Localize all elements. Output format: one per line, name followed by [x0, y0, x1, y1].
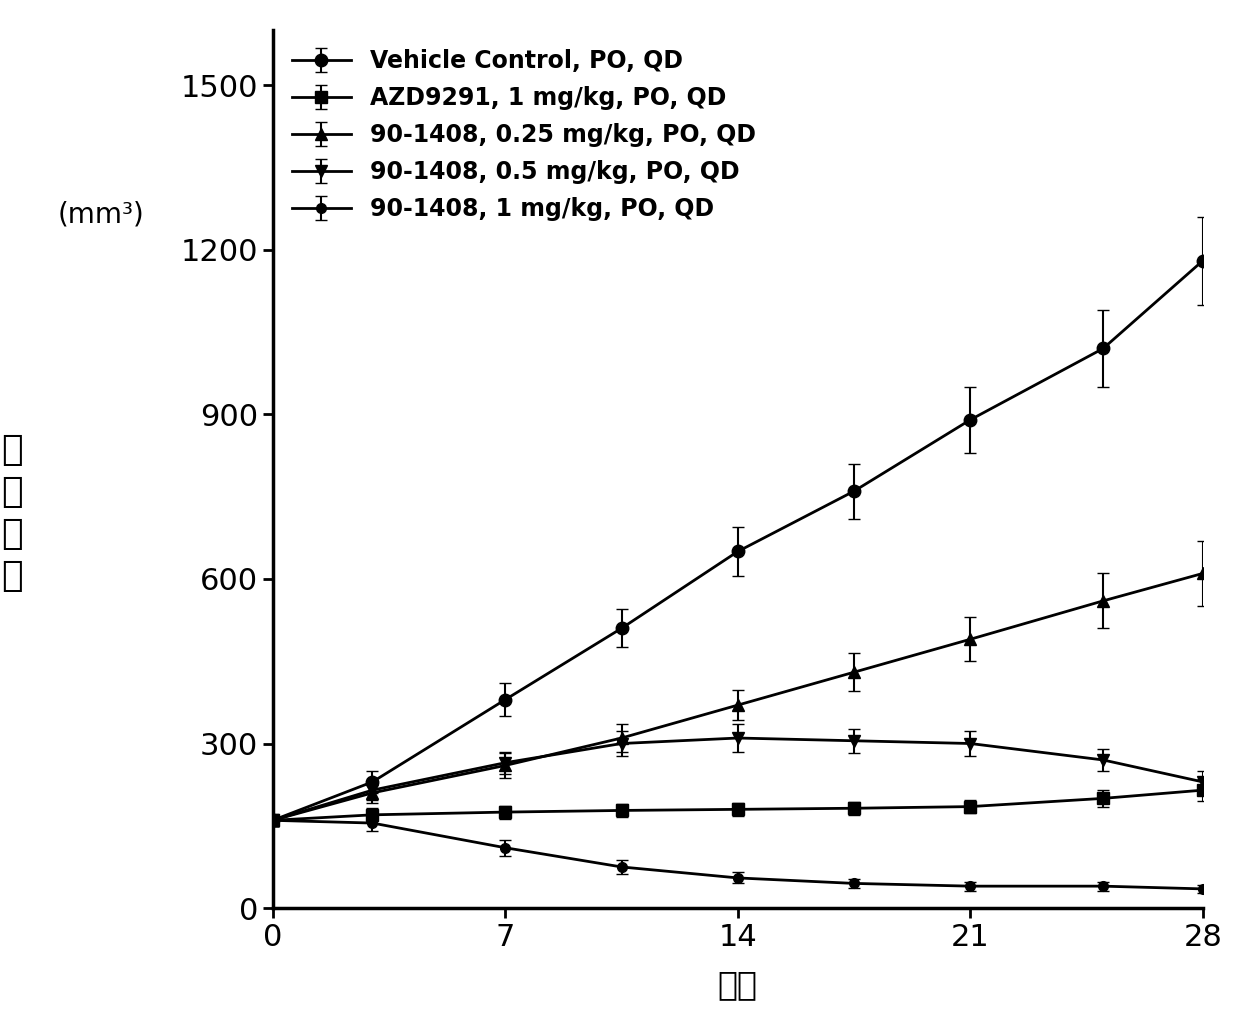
X-axis label: 天数: 天数: [718, 969, 758, 1001]
Text: (mm³): (mm³): [57, 201, 144, 229]
Text: 肿
瘤
体
积: 肿 瘤 体 积: [1, 433, 24, 593]
Legend: Vehicle Control, PO, QD, AZD9291, 1 mg/kg, PO, QD, 90-1408, 0.25 mg/kg, PO, QD, : Vehicle Control, PO, QD, AZD9291, 1 mg/k…: [285, 42, 763, 228]
